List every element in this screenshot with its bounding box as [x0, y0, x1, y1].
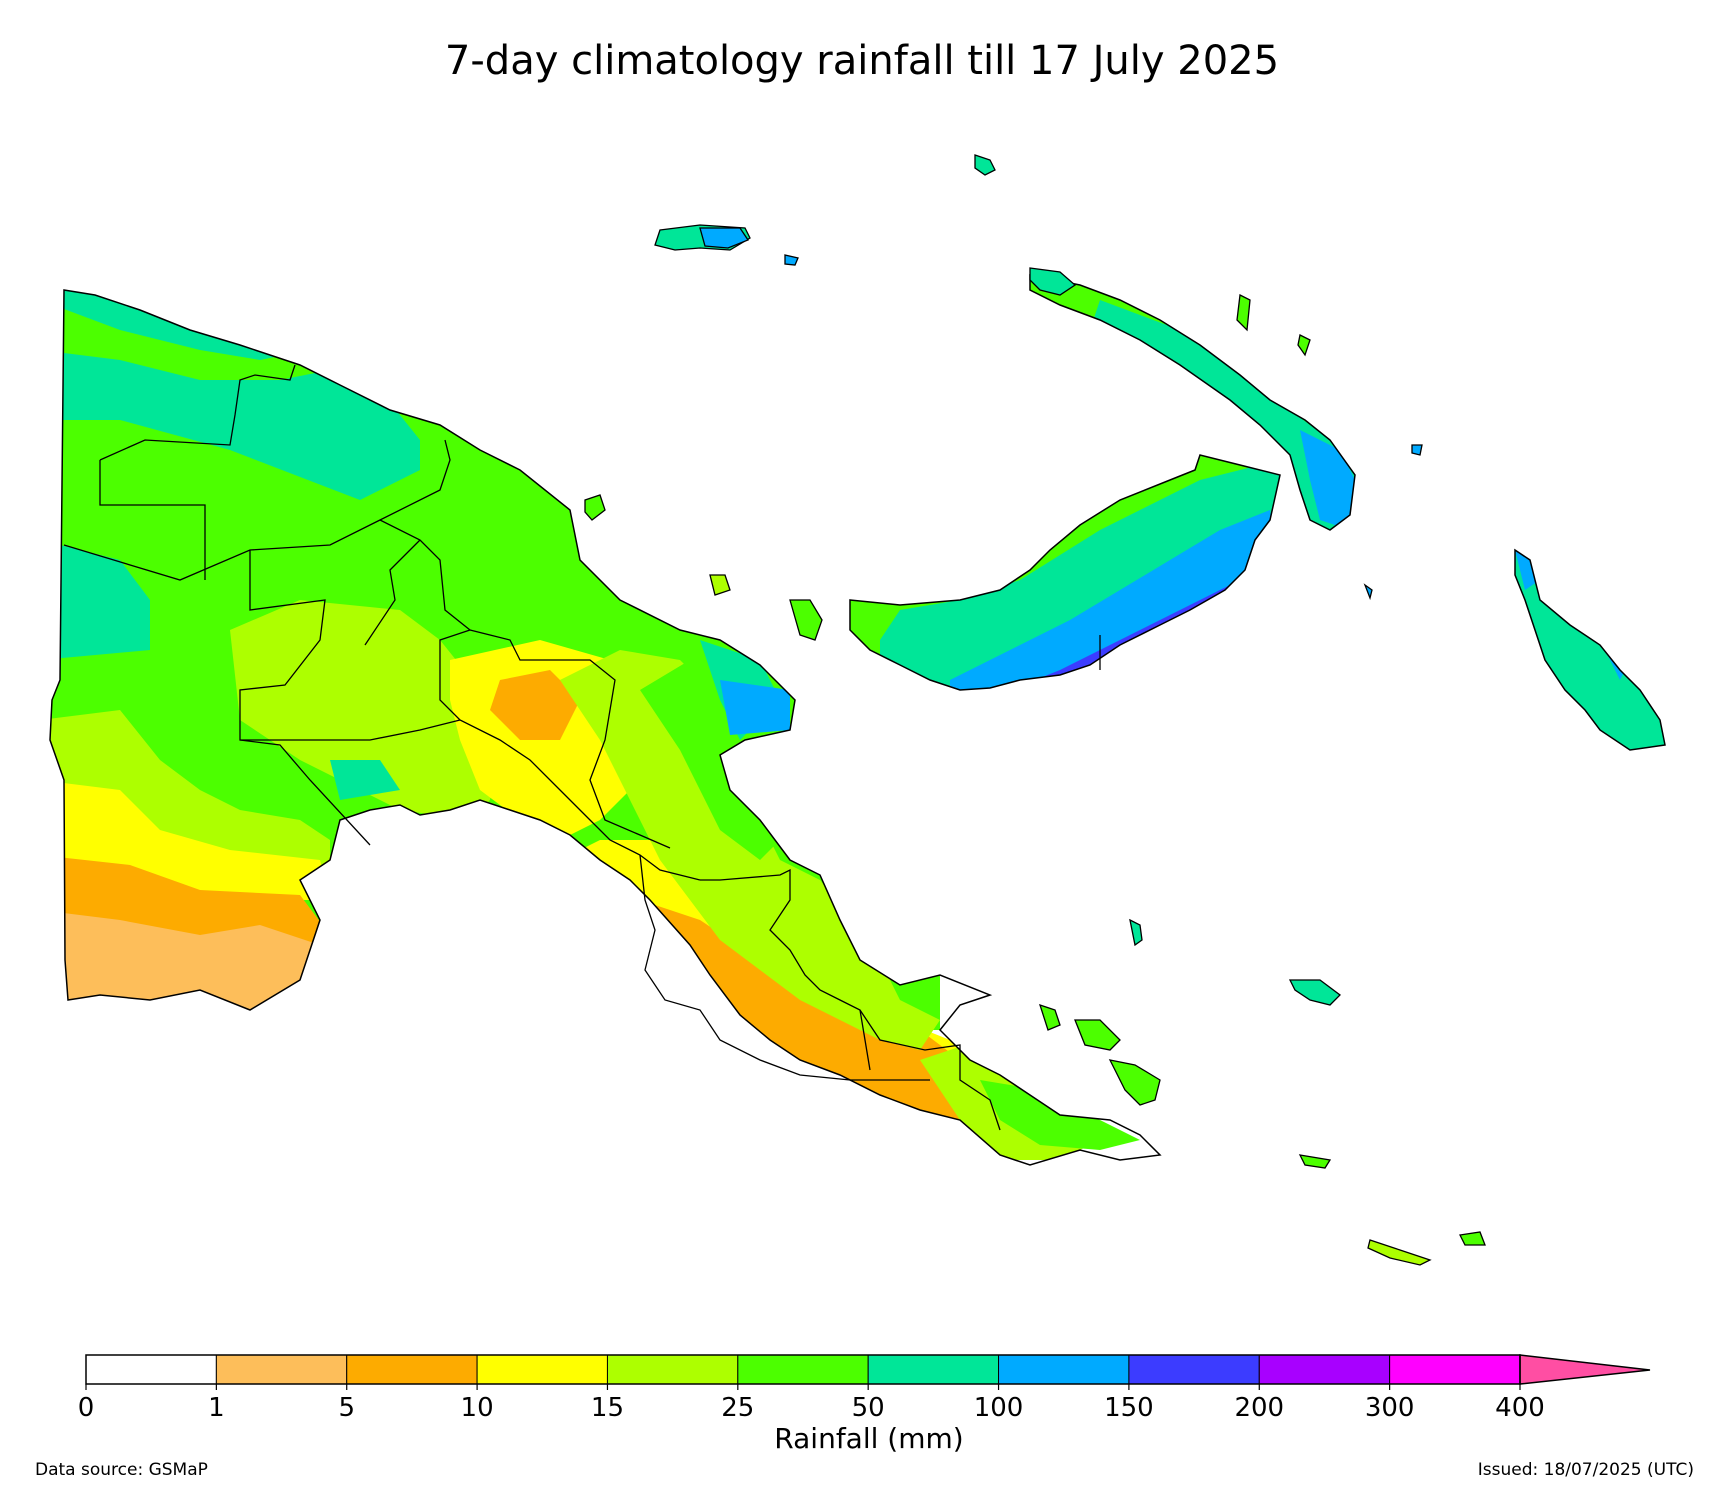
colorbar-cell	[737, 1354, 869, 1385]
colorbar-cell	[606, 1354, 739, 1385]
r25-50-band	[50, 300, 330, 380]
colorbar-tick-label: 100	[974, 1393, 1024, 1423]
colorbar-tick-label: 300	[1365, 1393, 1415, 1423]
colorbar-tick-label: 1	[208, 1393, 225, 1423]
colorbar-ticks: 0 1 5 10 15 25 50 100 150 200 300 400	[78, 1384, 1545, 1423]
bougainville-coastline	[1514, 548, 1666, 751]
r50-100-zone-fly	[330, 760, 400, 800]
small-islands	[584, 154, 1486, 1266]
mainland-coastline	[49, 289, 1162, 1166]
colorbar-tick-label: 200	[1234, 1393, 1284, 1423]
colorbar-cell	[85, 1354, 217, 1385]
colorbar-tick-label: 50	[852, 1393, 885, 1423]
new-britain-coastline	[849, 454, 1281, 691]
colorbar-tick-label: 25	[721, 1393, 754, 1423]
colorbar-tick-label: 5	[338, 1393, 355, 1423]
colorbar-tick-label: 15	[591, 1393, 624, 1423]
map-title: 7-day climatology rainfall till 17 July …	[444, 38, 1280, 84]
colorbar-cell	[867, 1354, 1000, 1385]
r1-5-zone-sw	[50, 910, 330, 1010]
colorbar-cell	[1258, 1354, 1391, 1385]
province-borders	[63, 364, 1001, 1131]
colorbar-cell	[998, 1354, 1130, 1385]
r50-100-zone-north	[50, 290, 420, 500]
colorbar-extend-arrow	[1519, 1354, 1651, 1385]
colorbar-cell	[1128, 1354, 1260, 1385]
r15-25-zone-highlands	[230, 600, 500, 820]
colorbar-label: Rainfall (mm)	[774, 1422, 963, 1455]
colorbar-frame	[85, 1354, 1521, 1385]
colorbar-cell	[215, 1354, 348, 1385]
issued-date: Issued: 18/07/2025 (UTC)	[1477, 1460, 1694, 1480]
colorbar-cell	[1389, 1354, 1521, 1385]
colorbar-tick-label: 150	[1104, 1393, 1154, 1423]
colorbar-tick-label: 400	[1495, 1393, 1545, 1423]
colorbar-tick-label: 0	[78, 1393, 95, 1423]
colorbar-cells	[85, 1354, 1521, 1385]
r50-100-zone-west	[50, 540, 150, 660]
colorbar-cell	[476, 1354, 608, 1385]
new-ireland-coastline	[1029, 274, 1356, 531]
r100-150-zone-huon	[720, 680, 790, 735]
data-source: Data source: GSMaP	[35, 1460, 208, 1480]
colorbar-tick-label: 10	[461, 1393, 494, 1423]
r5-10-zone-central	[490, 670, 580, 740]
colorbar-cell	[346, 1354, 478, 1385]
